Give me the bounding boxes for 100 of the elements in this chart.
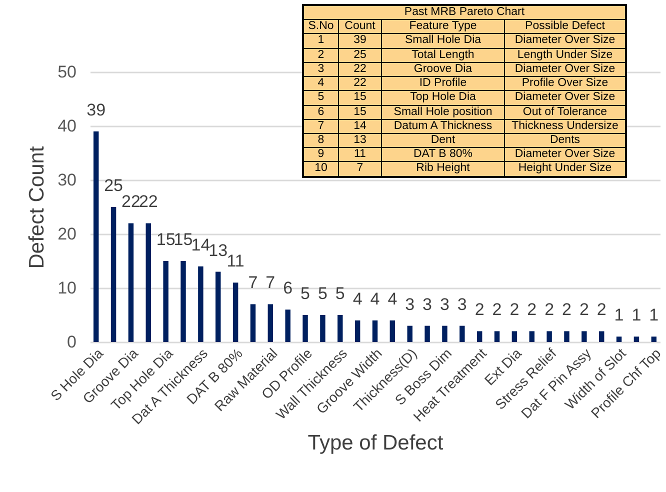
text: Length Under Size bbox=[504, 48, 626, 62]
bar bbox=[268, 304, 274, 342]
annotation: Rib Height bbox=[382, 162, 504, 177]
data-label: 3 bbox=[422, 294, 432, 314]
bar bbox=[512, 331, 518, 342]
annotation: ID Profile bbox=[382, 76, 504, 91]
y-axis-title: Defect Count bbox=[26, 146, 49, 269]
data-label: 15 bbox=[174, 230, 193, 249]
annotation: DAT B 80% bbox=[382, 148, 504, 162]
data-label: 2 bbox=[544, 300, 554, 320]
y-tick-label: 0 bbox=[67, 332, 76, 352]
annotation: 6 bbox=[303, 105, 338, 120]
annotation: Dent bbox=[382, 133, 504, 148]
data-label: 1 bbox=[649, 306, 659, 325]
bar bbox=[442, 326, 448, 342]
annotation: 9 bbox=[303, 148, 338, 162]
bar bbox=[163, 261, 168, 342]
bar bbox=[198, 266, 204, 342]
bar bbox=[529, 331, 534, 342]
annotation: 10 bbox=[303, 162, 338, 177]
bar bbox=[460, 326, 465, 342]
data-label: 5 bbox=[300, 284, 310, 303]
y-tick-label: 40 bbox=[58, 116, 76, 136]
data-label: 3 bbox=[405, 294, 415, 314]
bar bbox=[216, 272, 221, 342]
data-label: 25 bbox=[104, 176, 123, 195]
data-label: 1 bbox=[632, 306, 642, 325]
y-tick-label: 10 bbox=[58, 278, 76, 298]
bar bbox=[250, 304, 256, 342]
bar bbox=[634, 336, 640, 342]
annotation: 4 bbox=[303, 76, 338, 91]
bar bbox=[146, 223, 152, 342]
annotation: 22 bbox=[338, 76, 382, 91]
text: 2 bbox=[303, 48, 338, 62]
data-label: 6 bbox=[283, 278, 293, 298]
annotation: Groove Dia bbox=[382, 62, 504, 77]
y-tick-label: 20 bbox=[58, 224, 76, 244]
data-label: 7 bbox=[248, 273, 258, 292]
annotation: Profile Over Size bbox=[504, 76, 626, 91]
data-label: 2 bbox=[579, 300, 589, 320]
data-label: 15 bbox=[156, 230, 176, 249]
data-label: 3 bbox=[457, 294, 467, 314]
bar bbox=[93, 131, 99, 342]
text: Diameter Over Size bbox=[504, 34, 626, 48]
bar bbox=[424, 326, 430, 342]
annotation: 13 bbox=[338, 133, 382, 148]
bar bbox=[338, 315, 343, 342]
text: Small Hole Dia bbox=[382, 34, 504, 48]
annotation: Dents bbox=[504, 133, 626, 148]
annotation: Top Hole Dia bbox=[382, 90, 504, 106]
annotation: Height Under Size bbox=[504, 162, 626, 177]
data-label: 4 bbox=[388, 289, 398, 308]
annotation: Datum A Thickness bbox=[382, 119, 504, 134]
data-label: 13 bbox=[208, 240, 228, 260]
annotation: 3 bbox=[303, 62, 338, 77]
annotation: 15 bbox=[338, 90, 382, 106]
y-tick-label: 50 bbox=[58, 62, 76, 82]
annotation: 14 bbox=[338, 119, 382, 134]
data-label: 1 bbox=[614, 306, 624, 325]
annotation: Out of Tolerance bbox=[504, 105, 626, 120]
data-label: 4 bbox=[370, 289, 380, 308]
text: Feature Type bbox=[382, 20, 504, 34]
bar bbox=[110, 207, 116, 342]
annotation: Diameter Over Size bbox=[504, 90, 626, 106]
bar bbox=[476, 331, 482, 342]
annotation: 15 bbox=[338, 105, 382, 120]
data-label: 11 bbox=[226, 252, 244, 271]
data-label: 14 bbox=[191, 235, 210, 254]
data-label: 3 bbox=[440, 294, 450, 314]
text: 39 bbox=[338, 34, 382, 48]
annotation: Diameter Over Size bbox=[504, 62, 626, 77]
y-tick-label: 30 bbox=[58, 170, 76, 190]
text: Total Length bbox=[382, 48, 504, 62]
annotation: Thickness Undersize bbox=[504, 119, 626, 134]
annotation: Small Hole position bbox=[382, 105, 504, 120]
text: 25 bbox=[338, 48, 382, 62]
text: Past MRB Pareto Chart bbox=[303, 5, 626, 20]
annotation: 8 bbox=[303, 133, 338, 148]
annotation: 7 bbox=[303, 119, 338, 134]
annotation: 22 bbox=[338, 62, 382, 77]
bar bbox=[180, 261, 186, 342]
bar bbox=[320, 315, 326, 342]
data-label: 2 bbox=[492, 300, 502, 320]
data-label: 5 bbox=[335, 284, 345, 303]
data-label: 2 bbox=[562, 300, 572, 320]
data-label: 5 bbox=[318, 284, 328, 303]
bar bbox=[494, 331, 500, 342]
bar bbox=[651, 336, 657, 342]
bar bbox=[354, 320, 360, 342]
bar bbox=[372, 320, 378, 342]
data-label: 7 bbox=[266, 273, 276, 292]
annotation: 11 bbox=[338, 148, 382, 162]
text: S.No bbox=[303, 20, 338, 34]
bar bbox=[232, 282, 238, 342]
data-label: 22 bbox=[138, 192, 158, 212]
data-label: 2 bbox=[527, 300, 537, 320]
text: Count bbox=[338, 20, 382, 34]
data-label: 22 bbox=[122, 192, 140, 212]
annotation: Diameter Over Size bbox=[504, 148, 626, 162]
x-axis-title: Type of Defect bbox=[308, 431, 444, 454]
